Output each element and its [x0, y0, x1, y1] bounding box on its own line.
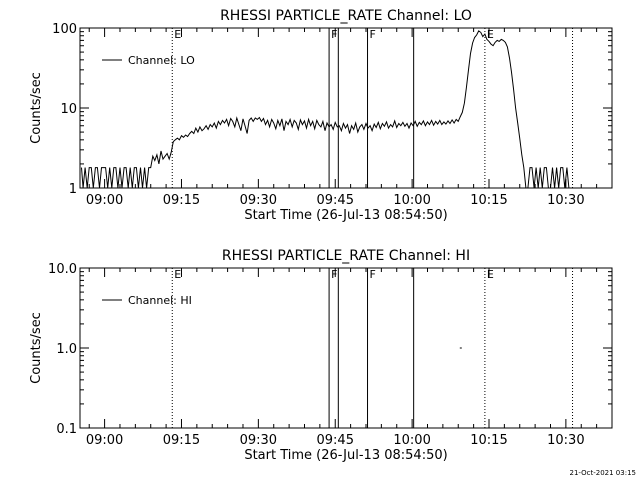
y-tick-label: 10	[60, 102, 77, 117]
y-axis-label: Counts/sec	[29, 312, 44, 384]
x-tick-label: 10:00	[393, 193, 430, 208]
saa-marker-label: F	[370, 28, 376, 41]
x-tick-label: 09:30	[240, 193, 277, 208]
y-tick-label: 1.0	[56, 342, 77, 357]
saa-marker-label: F	[331, 268, 337, 281]
y-tick-label: 1	[69, 182, 77, 197]
eclipse-marker-label: E	[174, 268, 181, 281]
x-tick-label: 09:45	[317, 433, 354, 448]
x-tick-label: 09:15	[163, 433, 200, 448]
y-tick-label: 100	[52, 22, 77, 37]
x-tick-label: 09:30	[240, 433, 277, 448]
eclipse-marker-label: E	[174, 28, 181, 41]
x-tick-label: 10:30	[547, 433, 584, 448]
x-tick-label: 09:00	[86, 433, 123, 448]
chart-panel-1: RHESSI PARTICLE_RATE Channel: LO E E F F 1 10 1…	[29, 8, 613, 223]
x-tick-label: 10:30	[547, 193, 584, 208]
x-tick-label: 09:15	[163, 193, 200, 208]
x-axis-label: Start Time (26-Jul-13 08:54:50)	[244, 208, 447, 223]
x-tick-label: 10:00	[393, 433, 430, 448]
chart-title: RHESSI PARTICLE_RATE Channel: LO	[220, 8, 472, 24]
x-tick-label: 10:15	[470, 193, 507, 208]
y-axis-label: Counts/sec	[29, 72, 44, 144]
series-line	[81, 30, 570, 189]
y-tick-label: 10.0	[48, 262, 77, 277]
chart-panel-2: RHESSI PARTICLE_RATE Channel: HI E E F F 0.1 1…	[29, 248, 613, 463]
saa-marker-label: F	[331, 28, 337, 41]
generation-timestamp: 21-Oct-2021 03:15	[570, 469, 636, 477]
x-tick-label: 10:15	[470, 433, 507, 448]
legend-label: Channel: HI	[128, 294, 192, 307]
saa-marker-label: F	[370, 268, 376, 281]
chart-title: RHESSI PARTICLE_RATE Channel: HI	[222, 248, 470, 264]
legend-label: Channel: LO	[128, 54, 195, 67]
eclipse-marker-label: E	[487, 28, 494, 41]
eclipse-marker-label: E	[487, 268, 494, 281]
y-tick-label: 0.1	[56, 422, 77, 437]
x-tick-label: 09:00	[86, 193, 123, 208]
x-axis-label: Start Time (26-Jul-13 08:54:50)	[244, 448, 447, 463]
x-tick-label: 09:45	[317, 193, 354, 208]
